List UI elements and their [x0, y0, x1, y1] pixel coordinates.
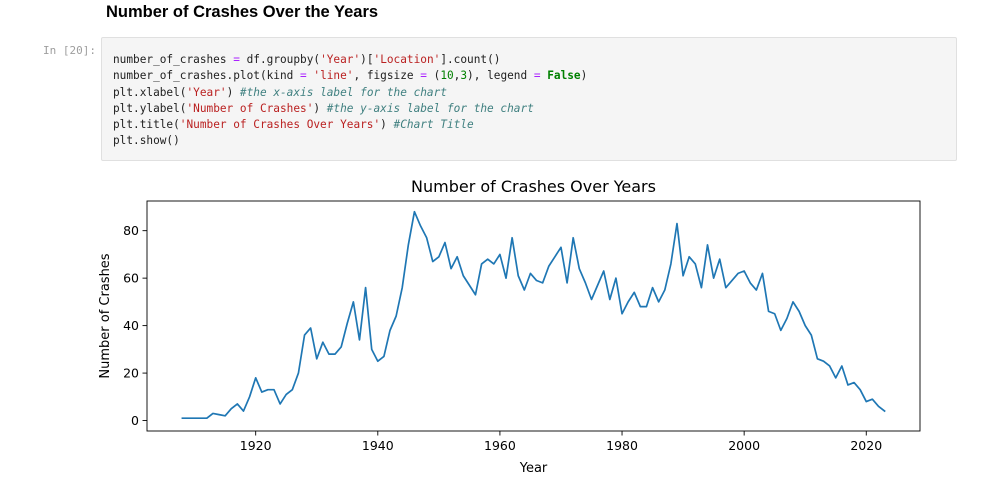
- y-tick-label: 60: [123, 271, 139, 286]
- code-token: df.groupby(: [239, 53, 321, 66]
- y-axis-label: Number of Crashes: [98, 253, 113, 378]
- code-token: =: [233, 53, 240, 66]
- chart-title: Number of Crashes Over Years: [411, 177, 656, 196]
- code-token: 'Number of Crashes Over Years': [179, 118, 381, 132]
- code-cell-editor[interactable]: number_of_crashes = df.groupby('Year')['…: [101, 37, 957, 161]
- code-line: number_of_crashes = df.groupby('Year')['…: [113, 53, 500, 66]
- code-token: ): [313, 101, 327, 115]
- plot-frame: [146, 200, 921, 432]
- code-line: plt.ylabel('Number of Crashes') #the y-a…: [113, 102, 534, 115]
- code-token: #the y-axis label for the chart: [326, 101, 534, 115]
- code-token: 'line': [313, 69, 354, 83]
- code-line: plt.show(): [113, 134, 180, 147]
- x-tick-label: 1920: [240, 438, 272, 453]
- code-token: ,: [453, 69, 461, 83]
- code-token: =: [420, 69, 427, 83]
- code-token: 'Location': [373, 53, 441, 66]
- y-tick-label: 40: [123, 318, 139, 333]
- code-token: number_of_crashes.plot(kind: [113, 69, 301, 83]
- code-token: plt.xlabel(: [113, 85, 187, 99]
- code-token: ): [580, 69, 588, 83]
- code-token: 'Year': [186, 85, 227, 99]
- code-token: 'Number of Crashes': [186, 101, 314, 115]
- code-token: plt.ylabel(: [113, 101, 187, 115]
- code-token: ): [380, 118, 394, 132]
- y-tick-label: 20: [123, 366, 139, 381]
- x-tick-label: 1960: [484, 438, 516, 453]
- x-tick-label: 1940: [362, 438, 394, 453]
- code-token: number_of_crashes: [113, 53, 234, 66]
- code-token: ].count(): [440, 53, 501, 66]
- cell-prompt: In [20]:: [43, 44, 96, 57]
- x-tick-label: 1980: [606, 438, 638, 453]
- y-tick-label: 80: [123, 223, 139, 238]
- code-line: plt.title('Number of Crashes Over Years'…: [113, 118, 474, 131]
- code-token: False: [547, 69, 581, 83]
- code-token: #Chart Title: [393, 118, 474, 132]
- data-line: [181, 210, 886, 420]
- code-token: 3: [460, 69, 468, 83]
- code-token: =: [300, 69, 307, 83]
- code-token: 10: [440, 69, 454, 83]
- x-axis-label: Year: [519, 461, 548, 476]
- code-token: 'Year': [320, 53, 361, 66]
- code-token: , figsize: [353, 69, 421, 83]
- code-text[interactable]: number_of_crashes = df.groupby('Year')['…: [113, 52, 587, 150]
- code-token: #the x-axis label for the chart: [239, 85, 447, 99]
- code-token: =: [533, 69, 541, 83]
- x-tick-label: 2020: [850, 438, 882, 453]
- code-line: plt.xlabel('Year') #the x-axis label for…: [113, 86, 447, 99]
- x-tick-label: 2000: [728, 438, 760, 453]
- code-token: ): [226, 85, 240, 99]
- code-token: plt.title(: [113, 118, 180, 132]
- code-token: (: [426, 69, 441, 83]
- code-token: plt.show(): [113, 134, 180, 148]
- y-tick-label: 0: [131, 413, 139, 428]
- markdown-heading: Number of Crashes Over the Years: [106, 3, 379, 21]
- code-line: number_of_crashes.plot(kind = 'line', fi…: [113, 69, 587, 82]
- code-token: )[: [360, 53, 374, 66]
- code-token: ), legend: [467, 69, 534, 83]
